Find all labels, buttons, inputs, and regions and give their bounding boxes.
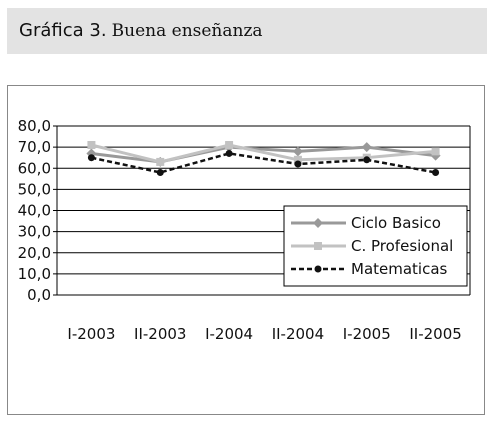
caption-title: Buena enseñanza xyxy=(111,21,263,41)
y-tick-label: 10,0 xyxy=(18,265,51,283)
legend-label: C. Profesional xyxy=(351,237,453,255)
series-line-3 xyxy=(91,152,436,174)
y-tick-label: 0,0 xyxy=(27,286,51,304)
legend-swatch-marker xyxy=(314,265,322,273)
y-tick-label: 40,0 xyxy=(18,202,51,220)
series-3-point xyxy=(225,149,233,157)
y-tick-label: 80,0 xyxy=(18,117,51,135)
caption-label: Gráfica 3. xyxy=(19,20,107,41)
legend-swatch-marker xyxy=(313,218,323,228)
x-tick-label: II-2005 xyxy=(409,325,461,343)
x-tick-label: I-2003 xyxy=(67,325,115,343)
y-tick-label: 70,0 xyxy=(18,138,51,156)
series-3-point xyxy=(294,160,302,168)
legend-label: Matematicas xyxy=(351,260,448,278)
legend-label: Ciclo Basico xyxy=(351,214,441,232)
x-tick-label: II-2004 xyxy=(272,325,324,343)
x-tick-label: I-2004 xyxy=(205,325,253,343)
series-2-point xyxy=(225,141,234,150)
x-tick-label: II-2003 xyxy=(134,325,186,343)
series-3-point xyxy=(156,168,164,176)
x-tick-label: I-2005 xyxy=(343,325,391,343)
series-3-point xyxy=(87,154,95,162)
series-3-point xyxy=(432,168,440,176)
y-tick-label: 50,0 xyxy=(18,180,51,198)
series-2-point xyxy=(87,141,96,150)
y-tick-label: 60,0 xyxy=(18,159,51,177)
y-tick-label: 20,0 xyxy=(18,244,51,262)
series-2-point xyxy=(431,147,440,156)
series-3-point xyxy=(363,156,371,164)
series-2-point xyxy=(293,155,302,164)
legend-swatch-marker xyxy=(314,242,322,250)
y-tick-label: 30,0 xyxy=(18,223,51,241)
series-1-point xyxy=(361,142,372,153)
chart-caption: Gráfica 3. Buena enseñanza xyxy=(7,8,487,54)
series-2-point xyxy=(156,157,165,166)
series-1-point xyxy=(292,146,303,157)
chart-frame xyxy=(7,85,485,415)
series-line-2 xyxy=(91,143,436,164)
